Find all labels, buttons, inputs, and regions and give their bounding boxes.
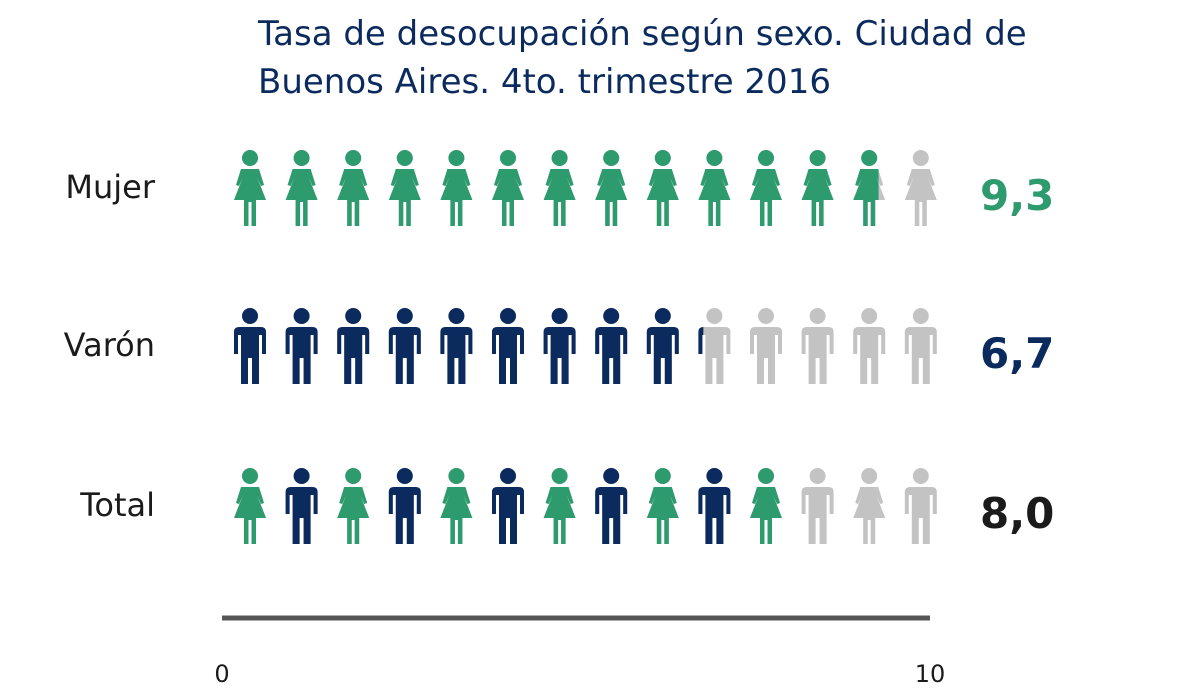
- male-person-icon: [801, 468, 834, 544]
- male-person-icon: [492, 308, 524, 384]
- female-person-icon: [698, 150, 731, 226]
- chart-title-line-2: Buenos Aires. 4to. trimestre 2016: [258, 62, 831, 102]
- value-label: 8,0: [980, 489, 1054, 538]
- male-person-icon: [492, 468, 524, 544]
- female-person-icon: [543, 468, 576, 544]
- female-person-icon: [646, 468, 679, 544]
- male-person-icon: [698, 308, 731, 384]
- male-person-icon: [698, 468, 731, 544]
- female-person-icon: [337, 468, 370, 544]
- male-person-icon: [543, 308, 576, 384]
- male-person-icon: [285, 308, 318, 384]
- female-person-icon: [853, 150, 886, 226]
- chart-title-line-1: Tasa de desocupación según sexo. Ciudad …: [258, 14, 1027, 54]
- female-person-icon: [595, 150, 628, 226]
- female-person-icon: [492, 150, 524, 226]
- value-label: 6,7: [980, 329, 1054, 378]
- female-person-icon: [234, 468, 266, 544]
- pictogram-row: Mujer 9,3: [65, 150, 1054, 226]
- x-tick-label: 10: [915, 660, 946, 688]
- male-person-icon: [853, 308, 886, 384]
- pictogram-row: Varón 6,7: [64, 308, 1054, 384]
- male-person-icon: [388, 468, 421, 544]
- female-person-icon: [543, 150, 576, 226]
- male-person-icon: [595, 468, 628, 544]
- row-label: Varón: [64, 326, 155, 364]
- male-person-icon: [904, 468, 937, 544]
- female-person-icon: [646, 150, 679, 226]
- chart-title: Tasa de desocupación según sexo. Ciudad …: [258, 10, 1158, 106]
- male-person-icon: [234, 308, 266, 384]
- female-person-icon: [440, 468, 473, 544]
- female-person-icon: [801, 150, 834, 226]
- value-label: 9,3: [980, 171, 1054, 220]
- male-person-icon: [801, 308, 834, 384]
- female-person-icon: [853, 468, 886, 544]
- male-person-icon: [595, 308, 628, 384]
- male-person-icon: [440, 308, 473, 384]
- male-person-icon: [285, 468, 318, 544]
- female-person-icon: [904, 150, 937, 226]
- row-label: Total: [79, 486, 155, 524]
- male-person-icon: [750, 308, 782, 384]
- male-person-icon: [646, 308, 679, 384]
- male-person-icon: [388, 308, 421, 384]
- male-person-icon: [904, 308, 937, 384]
- x-tick-label: 0: [214, 660, 229, 688]
- row-label: Mujer: [65, 168, 155, 206]
- female-person-icon: [388, 150, 421, 226]
- female-person-icon: [234, 150, 266, 226]
- female-person-icon: [440, 150, 473, 226]
- pictogram-row: Total 8,0: [79, 468, 1054, 544]
- female-person-icon: [337, 150, 370, 226]
- female-person-icon: [285, 150, 318, 226]
- male-person-icon: [337, 308, 370, 384]
- female-person-icon: [750, 468, 782, 544]
- female-person-icon: [750, 150, 782, 226]
